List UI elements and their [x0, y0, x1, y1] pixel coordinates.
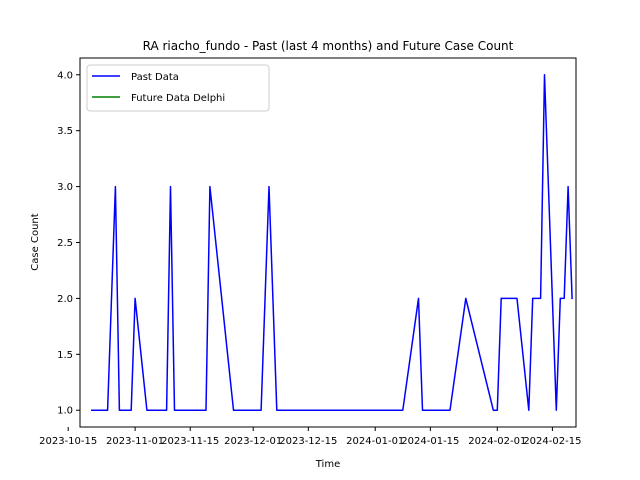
y-axis: 1.0 1.5 2.0 2.5 3.0 3.5 4.0 [57, 70, 80, 417]
x-tick-label: 2023-12-01 [224, 436, 282, 447]
y-tick-label: 2.0 [57, 294, 73, 305]
x-tick-label: 2024-02-15 [523, 436, 581, 447]
x-tick-label: 2024-02-01 [468, 436, 526, 447]
legend: Past Data Future Data Delphi [86, 64, 270, 112]
y-axis-label: Case Count [30, 213, 41, 270]
y-tick-label: 1.5 [57, 350, 73, 361]
legend-frame [86, 64, 270, 112]
y-tick-label: 3.0 [57, 182, 73, 193]
x-tick-label: 2023-11-01 [106, 436, 164, 447]
chart-title: RA riacho_fundo - Past (last 4 months) a… [143, 39, 514, 53]
legend-label-0: Past Data [131, 72, 179, 83]
series-line-0 [91, 74, 573, 411]
x-tick-label: 2023-12-15 [279, 436, 337, 447]
y-tick-label: 1.0 [57, 406, 73, 417]
y-tick-label: 4.0 [57, 70, 73, 81]
y-tick-label: 3.5 [57, 126, 73, 137]
y-tick-label: 2.5 [57, 238, 73, 249]
x-tick-label: 2024-01-01 [346, 436, 404, 447]
x-tick-label: 2023-10-15 [39, 436, 97, 447]
x-axis-label: Time [315, 459, 340, 470]
x-tick-label: 2023-11-15 [161, 436, 219, 447]
x-tick-label: 2024-01-15 [401, 436, 459, 447]
legend-label-1: Future Data Delphi [131, 93, 225, 104]
series-layer [91, 74, 573, 411]
